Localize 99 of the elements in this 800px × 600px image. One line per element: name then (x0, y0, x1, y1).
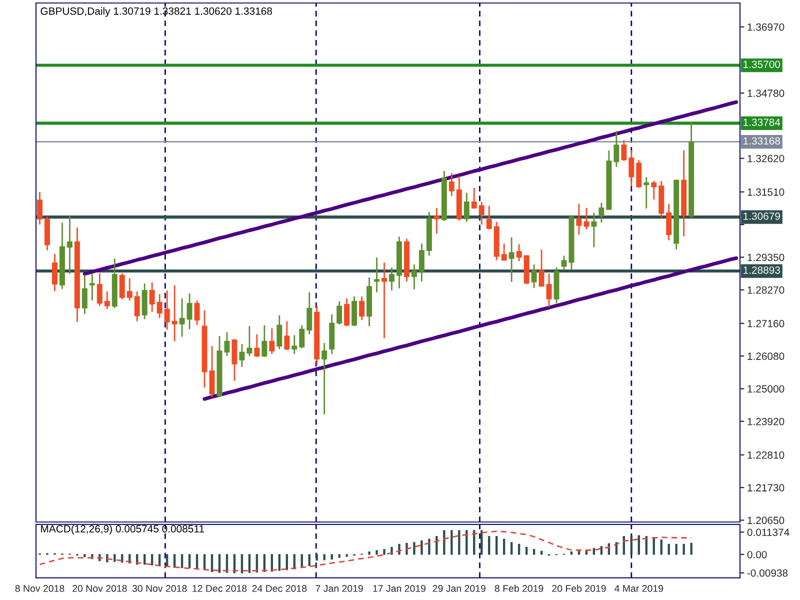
y-tick-label: 1.25000 (748, 385, 784, 393)
candlestick (292, 334, 298, 355)
candlestick (516, 244, 522, 262)
x-tick-label: 4 Mar 2019 (614, 585, 664, 592)
y-tick-label: 1.23920 (748, 418, 784, 426)
candlestick (418, 242, 424, 282)
candlestick (276, 314, 282, 350)
candlestick (434, 207, 440, 234)
y-tick-label: 1.36970 (748, 23, 784, 31)
ref-line-label: 1.33168 (744, 137, 780, 145)
candlestick (262, 324, 268, 358)
x-tick-label: 7 Jan 2019 (316, 585, 363, 592)
candlestick (232, 338, 238, 382)
candlestick (66, 214, 72, 275)
candlestick (576, 203, 582, 236)
x-tick-label: 24 Dec 2018 (252, 585, 307, 592)
y-tick-label: 1.34780 (748, 90, 784, 97)
candlestick (194, 300, 200, 326)
ref-line-label: 1.35700 (744, 60, 780, 68)
candlestick (134, 290, 140, 322)
candlestick (89, 272, 95, 302)
candlestick (126, 278, 132, 302)
candlestick (598, 202, 604, 224)
candlestick (119, 272, 125, 300)
y-tick-label: 1.21730 (748, 484, 784, 492)
y-tick-label: -0.00938 (747, 569, 788, 577)
candlestick (164, 290, 170, 330)
line-series (82, 100, 738, 276)
candlestick (411, 264, 417, 290)
candlestick (584, 207, 590, 230)
candlestick (538, 248, 544, 287)
candlestick (172, 284, 178, 342)
candlestick (209, 345, 215, 398)
candlestick (156, 293, 162, 319)
y-tick-label: 1.22810 (748, 451, 784, 459)
candlestick (448, 172, 454, 197)
candlestick (96, 272, 102, 307)
candlestick (299, 324, 305, 349)
x-tick-label: 30 Nov 2018 (132, 585, 187, 592)
x-tick-label: 8 Feb 2019 (494, 584, 544, 592)
ref-line-label: 1.30679 (744, 212, 780, 220)
candlestick (254, 334, 260, 358)
candlestick (486, 205, 492, 230)
candlestick (666, 203, 672, 241)
candlestick (352, 296, 358, 327)
y-tick-label: 1.31510 (748, 188, 784, 196)
candlestick (336, 300, 342, 326)
candlestick (246, 325, 252, 357)
candlestick (224, 331, 230, 357)
candlestick (374, 256, 380, 293)
x-tick-label: 8 Nov 2018 (15, 585, 64, 592)
candlestick (531, 264, 537, 289)
candlestick (478, 201, 484, 226)
y-tick-label: 1.29350 (748, 254, 784, 262)
candlestick (644, 176, 650, 210)
y-tick-label: 1.32620 (748, 154, 784, 162)
chart-title: MACD(12,26,9) 0.005745 0.008511 (41, 524, 204, 535)
ref-line-label: 1.33784 (744, 118, 780, 126)
candlestick (344, 298, 350, 327)
candlestick (621, 140, 627, 162)
candlestick (546, 272, 552, 308)
chart-title: GBPUSD,Daily 1.30719 1.33821 1.30620 1.33168 (40, 7, 272, 17)
candlestick (82, 274, 88, 315)
candlestick (508, 236, 514, 283)
y-tick-label: 0.011374 (747, 528, 790, 536)
candlestick (179, 298, 185, 338)
x-tick-label: 20 Feb 2019 (552, 584, 606, 592)
candlestick (37, 191, 42, 226)
candlestick (501, 242, 507, 261)
candlestick (149, 282, 155, 313)
x-tick-label: 12 Dec 2018 (192, 585, 247, 592)
y-tick-label: 1.27160 (748, 320, 784, 328)
x-tick-label: 17 Jan 2019 (373, 585, 426, 592)
candlestick (52, 253, 58, 292)
candlestick (186, 292, 192, 330)
candlestick (284, 320, 290, 351)
candlestick (359, 296, 365, 321)
candlestick (269, 328, 275, 355)
candlestick (471, 187, 477, 210)
candlestick (389, 266, 394, 292)
candlestick (382, 262, 387, 339)
candlestick (306, 292, 312, 335)
y-tick-label: 1.26080 (748, 352, 784, 360)
candlestick (322, 342, 328, 416)
y-tick-label: 1.28270 (748, 286, 784, 294)
candlestick (614, 130, 620, 168)
candlestick (239, 343, 245, 368)
candlestick (651, 180, 657, 200)
candlestick (561, 255, 567, 271)
x-tick-label: 20 Nov 2018 (72, 585, 127, 592)
candlestick (104, 290, 110, 310)
line-series (202, 256, 738, 401)
candlestick (591, 212, 597, 248)
y-tick-label: 0.00 (747, 550, 767, 558)
y-tick-label: 1.20650 (748, 516, 784, 524)
ref-line-label: 1.28893 (744, 266, 780, 274)
candlestick (636, 159, 642, 188)
x-tick-label: 29 Jan 2019 (432, 585, 486, 592)
candlestick (464, 192, 470, 223)
